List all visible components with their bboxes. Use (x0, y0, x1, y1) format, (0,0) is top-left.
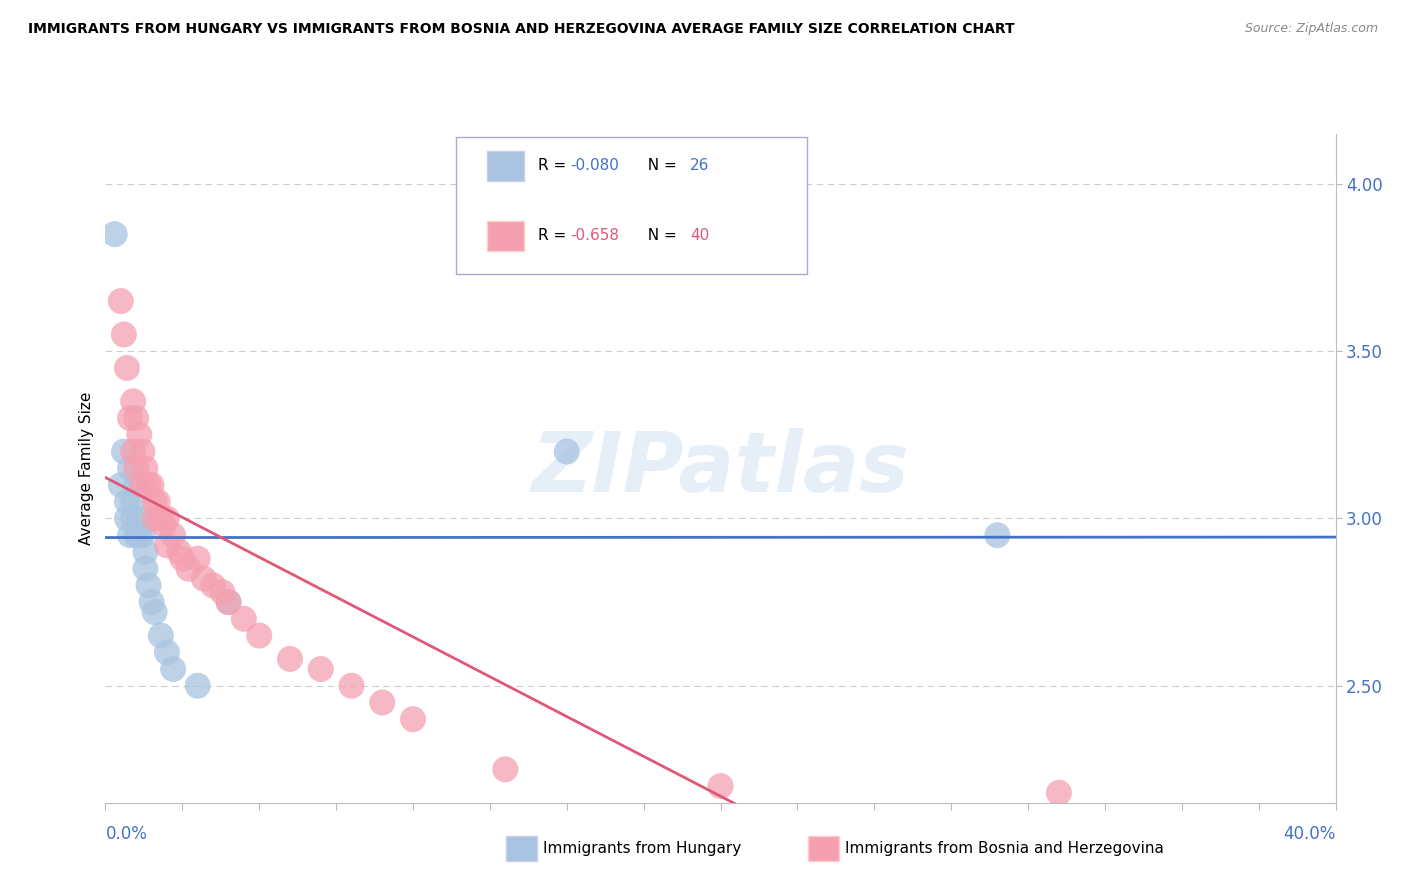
Point (169, 545, 191, 559)
Text: 40: 40 (690, 228, 709, 244)
Point (104, 227, 127, 242)
Point (149, 511, 172, 525)
FancyBboxPatch shape (456, 137, 807, 275)
Point (1047, 786, 1070, 800)
Text: N =: N = (638, 158, 682, 173)
Text: 0.0%: 0.0% (105, 825, 148, 843)
Point (156, 645, 179, 659)
FancyBboxPatch shape (486, 220, 524, 251)
Point (187, 679, 209, 693)
Point (122, 511, 145, 525)
Point (131, 478, 153, 492)
Point (134, 545, 156, 559)
Point (138, 578, 160, 592)
Point (202, 578, 225, 592)
Point (156, 511, 179, 525)
Point (138, 478, 160, 492)
Point (555, 444, 578, 458)
Text: Immigrants from Bosnia and Herzegovina: Immigrants from Bosnia and Herzegovina (845, 841, 1164, 855)
Point (278, 652, 301, 666)
Point (115, 511, 138, 525)
Point (128, 511, 150, 525)
Text: Source: ZipAtlas.com: Source: ZipAtlas.com (1244, 22, 1378, 36)
Point (218, 595, 240, 609)
Point (112, 327, 135, 342)
Point (162, 662, 184, 676)
Point (110, 478, 132, 492)
Text: Immigrants from Hungary: Immigrants from Hungary (543, 841, 741, 855)
Point (122, 394, 145, 409)
Point (141, 478, 163, 492)
Text: 40.0%: 40.0% (1284, 825, 1336, 843)
Text: IMMIGRANTS FROM HUNGARY VS IMMIGRANTS FROM BOSNIA AND HERZEGOVINA AVERAGE FAMILY: IMMIGRANTS FROM HUNGARY VS IMMIGRANTS FR… (28, 22, 1015, 37)
FancyBboxPatch shape (486, 151, 524, 180)
Point (986, 528, 1008, 542)
Point (146, 495, 169, 509)
Point (149, 629, 172, 643)
Point (710, 779, 733, 793)
Text: ZIPatlas: ZIPatlas (531, 428, 910, 508)
Y-axis label: Average Family Size: Average Family Size (79, 392, 94, 545)
Point (122, 495, 145, 509)
Point (153, 518, 176, 533)
Point (125, 461, 148, 475)
Point (128, 428, 150, 442)
Point (134, 562, 156, 576)
Point (122, 444, 145, 458)
Point (211, 585, 233, 599)
Point (162, 528, 184, 542)
Text: N =: N = (638, 228, 682, 244)
Point (125, 411, 148, 425)
Point (143, 605, 166, 619)
Point (120, 411, 141, 425)
Point (125, 528, 148, 542)
Point (120, 528, 141, 542)
Point (128, 528, 150, 542)
Point (218, 595, 240, 609)
Point (141, 595, 163, 609)
Point (402, 712, 425, 726)
Point (187, 551, 209, 566)
Point (340, 679, 363, 693)
Point (125, 478, 148, 492)
Point (247, 629, 270, 643)
Point (371, 695, 394, 709)
Point (143, 511, 166, 525)
Point (115, 495, 138, 509)
Point (143, 495, 166, 509)
Point (131, 528, 153, 542)
Point (110, 294, 132, 309)
Point (309, 662, 332, 676)
Point (193, 572, 215, 586)
Point (172, 551, 194, 566)
Point (120, 461, 141, 475)
Point (156, 538, 179, 552)
Point (177, 562, 200, 576)
Text: -0.658: -0.658 (571, 228, 620, 244)
Point (134, 461, 156, 475)
Point (494, 762, 516, 776)
Text: R =: R = (538, 228, 572, 244)
Point (115, 361, 138, 376)
Text: R =: R = (538, 158, 572, 173)
Point (112, 444, 135, 458)
Point (131, 444, 153, 458)
Text: 26: 26 (690, 158, 709, 173)
Text: -0.080: -0.080 (571, 158, 620, 173)
Point (232, 612, 254, 626)
